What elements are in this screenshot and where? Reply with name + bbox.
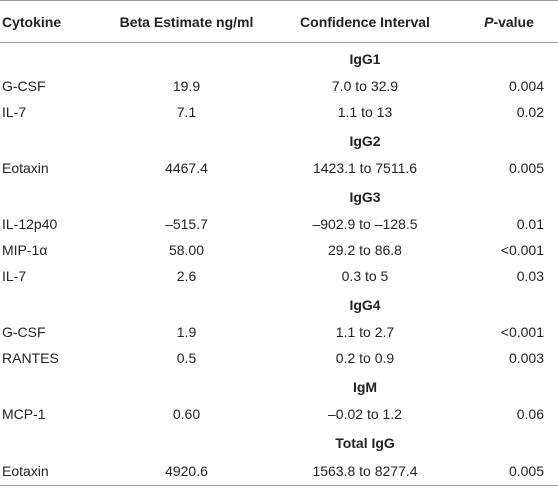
- cell-cytokine: RANTES: [2, 350, 59, 366]
- cell-beta-estimate: 19.9: [172, 78, 201, 94]
- group-spacer-cell: [460, 371, 558, 401]
- cell-confidence-interval: –0.02 to 1.2: [328, 406, 402, 422]
- cell-confidence-interval: 1563.8 to 8277.4: [270, 457, 460, 486]
- cell-p-value: 0.06: [516, 406, 544, 422]
- table-header: Cytokine Beta Estimate ng/ml Confidence …: [0, 0, 558, 43]
- cell-cytokine: G-CSF: [2, 324, 46, 340]
- group-spacer-cell: [0, 371, 103, 401]
- table-row: MIP-1α 58.00 29.2 to 86.8 <0.001: [0, 237, 558, 263]
- table-row: RANTES 0.5 0.2 to 0.9 0.003: [0, 345, 558, 371]
- group-spacer-cell: [103, 125, 270, 155]
- group-header-row: IgG1: [0, 43, 558, 74]
- header-p-suffix: -value: [493, 13, 534, 30]
- cell-p-value: <0.001: [500, 324, 544, 340]
- cell-beta-estimate: 58.00: [168, 242, 205, 258]
- group-spacer-cell: [0, 427, 103, 457]
- group-spacer-cell: [0, 43, 103, 74]
- group-spacer-cell: [0, 289, 103, 319]
- table-row: G-CSF 1.9 1.1 to 2.7 <0.001: [0, 319, 558, 345]
- group-spacer-cell: [103, 289, 270, 319]
- cell-p-value: 0.03: [516, 268, 544, 284]
- group-spacer-cell: [460, 43, 558, 74]
- cell-confidence-interval: 1.1 to 13: [337, 104, 393, 120]
- header-confidence-interval: Confidence Interval: [270, 0, 460, 43]
- group-title: IgG4: [349, 297, 381, 313]
- group-title: IgG2: [349, 133, 381, 149]
- cell-beta-estimate: 4920.6: [103, 457, 270, 486]
- cell-p-value: 0.003: [508, 350, 544, 366]
- cell-confidence-interval: 29.2 to 86.8: [328, 242, 402, 258]
- cell-confidence-interval: 1423.1 to 7511.6: [312, 160, 418, 176]
- cell-cytokine: MIP-1α: [2, 242, 48, 258]
- group-spacer-cell: [460, 125, 558, 155]
- cell-p-value: 0.02: [516, 104, 544, 120]
- group-title: IgG3: [349, 189, 381, 205]
- cell-cytokine: IL-7: [2, 104, 27, 120]
- group-title: IgG1: [349, 51, 381, 67]
- group-spacer-cell: [103, 43, 270, 74]
- cell-confidence-interval: 7.0 to 32.9: [331, 78, 399, 94]
- header-beta-estimate: Beta Estimate ng/ml: [103, 0, 270, 43]
- group-title: Total IgG: [335, 435, 395, 451]
- cell-beta-estimate: 4467.4: [165, 160, 208, 176]
- group-header-row: IgG4: [0, 289, 558, 319]
- group-header-row: IgG3: [0, 181, 558, 211]
- group-spacer-cell: [0, 181, 103, 211]
- group-spacer-cell: [103, 371, 270, 401]
- cell-cytokine: IL-7: [2, 268, 27, 284]
- group-spacer-cell: [460, 427, 558, 457]
- cell-p-value: 0.01: [516, 216, 544, 232]
- cell-p-value: 0.005: [508, 160, 544, 176]
- group-spacer-cell: [460, 181, 558, 211]
- header-p-value: P-value: [460, 0, 558, 43]
- header-cytokine: Cytokine: [0, 0, 103, 43]
- cell-p-value: 0.005: [460, 457, 558, 486]
- cell-confidence-interval: –902.9 to –128.5: [312, 216, 418, 232]
- group-spacer-cell: [103, 427, 270, 457]
- cell-confidence-interval: 0.2 to 0.9: [335, 350, 395, 366]
- header-row: Cytokine Beta Estimate ng/ml Confidence …: [0, 0, 558, 43]
- cell-cytokine: Eotaxin: [2, 160, 49, 176]
- group-title: IgM: [352, 379, 378, 395]
- cell-beta-estimate: 2.6: [176, 268, 197, 284]
- cell-beta-estimate: 0.60: [172, 406, 201, 422]
- group-header-row: IgM: [0, 371, 558, 401]
- group-spacer-cell: [103, 181, 270, 211]
- cell-cytokine: MCP-1: [2, 406, 46, 422]
- cell-p-value: <0.001: [500, 242, 544, 258]
- cell-beta-estimate: 1.9: [176, 324, 197, 340]
- table-row: Eotaxin 4920.6 1563.8 to 8277.4 0.005: [0, 457, 558, 486]
- group-spacer-cell: [0, 125, 103, 155]
- table-row: MCP-1 0.60 –0.02 to 1.2 0.06: [0, 401, 558, 427]
- cell-cytokine: G-CSF: [2, 78, 46, 94]
- table-row: G-CSF 19.9 7.0 to 32.9 0.004: [0, 73, 558, 99]
- cell-cytokine: Eotaxin: [0, 457, 103, 486]
- group-spacer-cell: [460, 289, 558, 319]
- table-row: IL-12p40 –515.7 –902.9 to –128.5 0.01: [0, 211, 558, 237]
- table-row: IL-7 2.6 0.3 to 5 0.03: [0, 263, 558, 289]
- cell-beta-estimate: –515.7: [165, 216, 208, 232]
- table-row: IL-7 7.1 1.1 to 13 0.02: [0, 99, 558, 125]
- group-header-row: IgG2: [0, 125, 558, 155]
- cell-confidence-interval: 1.1 to 2.7: [335, 324, 395, 340]
- cell-p-value: 0.004: [508, 78, 544, 94]
- cell-confidence-interval: 0.3 to 5: [341, 268, 389, 284]
- cell-cytokine: IL-12p40: [2, 216, 58, 232]
- header-p-italic: P: [484, 13, 494, 30]
- cell-beta-estimate: 0.5: [176, 350, 197, 366]
- table-body: IgG1 G-CSF 19.9 7.0 to 32.9 0.004 IL-7 7.1 1.1 …: [0, 43, 558, 486]
- table-row: Eotaxin 4467.4 1423.1 to 7511.6 0.005: [0, 155, 558, 181]
- cell-beta-estimate: 7.1: [176, 104, 197, 120]
- group-header-row: Total IgG: [0, 427, 558, 457]
